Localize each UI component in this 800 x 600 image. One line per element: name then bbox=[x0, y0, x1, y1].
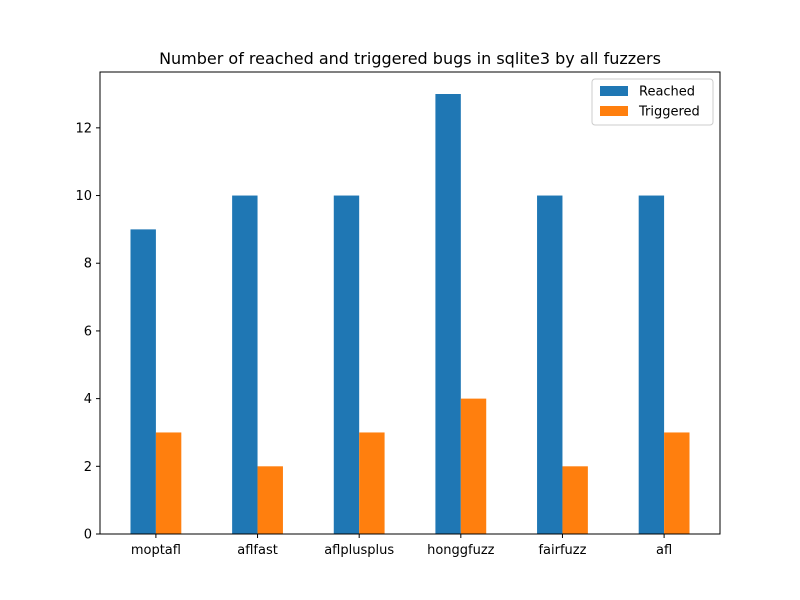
legend: Reached Triggered bbox=[591, 78, 714, 126]
bar-triggered-moptafl bbox=[155, 432, 182, 534]
x-tick-label-honggfuzz: honggfuzz bbox=[427, 543, 495, 558]
bar-reached-moptafl bbox=[130, 229, 156, 534]
x-tick-label-aflplusplus: aflplusplus bbox=[324, 543, 394, 558]
x-tick-label-moptafl: moptafl bbox=[131, 543, 181, 558]
bar-reached-aflplusplus bbox=[333, 195, 360, 535]
x-tick-label-fairfuzz: fairfuzz bbox=[538, 543, 586, 558]
y-tick-label: 2 bbox=[84, 460, 92, 475]
bar-reached-honggfuzz bbox=[435, 94, 461, 534]
x-tick-label-afl: afl bbox=[656, 543, 672, 558]
plot-frame bbox=[99, 71, 721, 535]
y-tick-label: 6 bbox=[84, 324, 92, 339]
y-tick-label: 10 bbox=[75, 189, 92, 204]
legend-swatch-reached bbox=[600, 86, 628, 96]
y-tick-label: 0 bbox=[84, 528, 92, 543]
bar-reached-aflfast bbox=[232, 195, 258, 535]
x-axis: moptafl aflfast aflplusplus honggfuzz fairfu… bbox=[131, 534, 672, 558]
y-tick-label: 12 bbox=[75, 121, 92, 136]
y-tick-label: 4 bbox=[84, 392, 92, 407]
bar-reached-afl bbox=[638, 195, 665, 535]
legend-label-triggered: Triggered bbox=[638, 105, 700, 120]
bar-triggered-afl bbox=[664, 432, 690, 534]
bar-triggered-honggfuzz bbox=[460, 398, 487, 534]
bar-triggered-aflplusplus bbox=[359, 432, 385, 534]
bar-triggered-fairfuzz bbox=[562, 466, 588, 534]
plot-area bbox=[99, 71, 721, 535]
y-tick-label: 8 bbox=[84, 257, 92, 272]
bar-reached-fairfuzz bbox=[537, 195, 563, 535]
legend-label-reached: Reached bbox=[639, 85, 695, 100]
x-tick-label-aflfast: aflfast bbox=[237, 543, 278, 558]
bar-triggered-aflfast bbox=[257, 466, 283, 534]
y-axis: 0 2 4 6 8 10 12 bbox=[75, 121, 100, 543]
legend-swatch-triggered bbox=[600, 106, 628, 116]
chart-title: Number of reached and triggered bugs in … bbox=[159, 49, 661, 68]
